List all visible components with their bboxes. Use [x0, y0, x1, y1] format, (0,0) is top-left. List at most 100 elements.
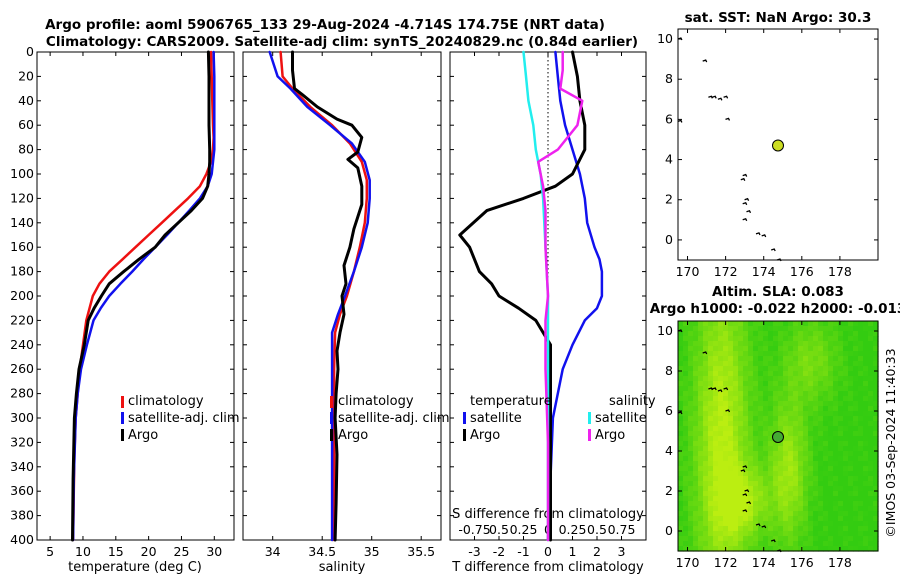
sla-cell	[763, 476, 769, 482]
sla-cell	[723, 446, 729, 452]
sla-cell	[858, 476, 864, 482]
sla-cell	[863, 426, 869, 432]
sla-cell	[678, 436, 684, 442]
x-tick-label: 2	[593, 544, 601, 559]
sla-cell	[783, 436, 789, 442]
x-tick-label: 35	[364, 544, 380, 559]
sla-cell	[713, 521, 719, 527]
sla-cell	[728, 346, 734, 352]
sla-cell	[698, 401, 704, 407]
sla-cell	[838, 396, 844, 402]
sla-cell	[793, 421, 799, 427]
sla-cell	[808, 496, 814, 502]
sla-cell	[793, 461, 799, 467]
sla-cell	[703, 366, 709, 372]
sla-cell	[788, 516, 794, 522]
sla-cell	[713, 441, 719, 447]
sla-cell	[828, 396, 834, 402]
y-tick-label: 100	[10, 166, 34, 181]
sla-cell	[738, 396, 744, 402]
sla-cell	[743, 536, 749, 542]
sla-cell	[798, 346, 804, 352]
sla-cell	[718, 341, 724, 347]
sla-cell	[698, 436, 704, 442]
sla-cell	[773, 411, 779, 417]
sla-cell	[698, 531, 704, 537]
sla-cell	[748, 521, 754, 527]
sla-cell	[868, 521, 874, 527]
sla-cell	[813, 321, 819, 327]
sla-cell	[768, 456, 774, 462]
sla-cell	[858, 356, 864, 362]
sla-cell	[823, 481, 829, 487]
sla-cell	[778, 326, 784, 332]
sla-cell	[823, 521, 829, 527]
sla-cell	[803, 361, 809, 367]
sla-cell	[738, 476, 744, 482]
sla-cell	[683, 501, 689, 507]
sla-cell	[753, 481, 759, 487]
sla-cell	[753, 501, 759, 507]
sla-cell	[678, 541, 684, 547]
sla-cell	[753, 411, 759, 417]
sla-cell	[753, 386, 759, 392]
sla-cell	[683, 351, 689, 357]
sla-cell	[698, 496, 704, 502]
sla-cell	[783, 541, 789, 547]
sla-cell	[828, 541, 834, 547]
sla-cell	[848, 411, 854, 417]
x-tick-label: 178	[828, 264, 852, 279]
sla-cell	[833, 426, 839, 432]
sla-cell	[753, 416, 759, 422]
sla-cell	[818, 376, 824, 382]
s-tick-label: -0.75	[458, 522, 490, 537]
sla-cell	[873, 331, 879, 337]
sla-cell	[708, 431, 714, 437]
sla-cell	[708, 351, 714, 357]
sla-cell	[798, 531, 804, 537]
sla-cell	[768, 451, 774, 457]
sla-cell	[783, 426, 789, 432]
sla-cell	[823, 516, 829, 522]
sla-cell	[678, 531, 684, 537]
sla-cell	[808, 356, 814, 362]
sla-cell	[813, 521, 819, 527]
sla-cell	[818, 451, 824, 457]
sla-cell	[873, 386, 879, 392]
sla-cell	[743, 341, 749, 347]
sla-cell	[813, 491, 819, 497]
sla-cell	[773, 476, 779, 482]
sla-cell	[808, 331, 814, 337]
sla-cell	[808, 526, 814, 532]
legend-swatch-satellite-adj	[121, 412, 124, 424]
sla-cell	[818, 381, 824, 387]
sla-cell	[858, 331, 864, 337]
sla-cell	[723, 431, 729, 437]
sla-cell	[753, 321, 759, 327]
sla-cell	[743, 416, 749, 422]
sla-cell	[793, 321, 799, 327]
sla-cell	[783, 396, 789, 402]
sla-cell	[688, 411, 694, 417]
x-tick-label: 174	[752, 264, 776, 279]
sla-cell	[723, 426, 729, 432]
sla-cell	[683, 466, 689, 472]
sla-cell	[843, 416, 849, 422]
sla-cell	[808, 336, 814, 342]
x-tick-label: 1	[569, 544, 577, 559]
sla-cell	[848, 426, 854, 432]
sla-cell	[773, 406, 779, 412]
sla-cell	[708, 376, 714, 382]
sla-cell	[733, 456, 739, 462]
sla-cell	[683, 396, 689, 402]
sla-cell	[748, 386, 754, 392]
legend-label-argo: Argo	[128, 428, 158, 443]
y-tick-label: 380	[10, 508, 34, 523]
sla-cell	[733, 351, 739, 357]
sla-cell	[738, 346, 744, 352]
sla-cell	[708, 536, 714, 542]
sla-cell	[783, 401, 789, 407]
sla-cell	[693, 541, 699, 547]
sla-cell	[788, 471, 794, 477]
